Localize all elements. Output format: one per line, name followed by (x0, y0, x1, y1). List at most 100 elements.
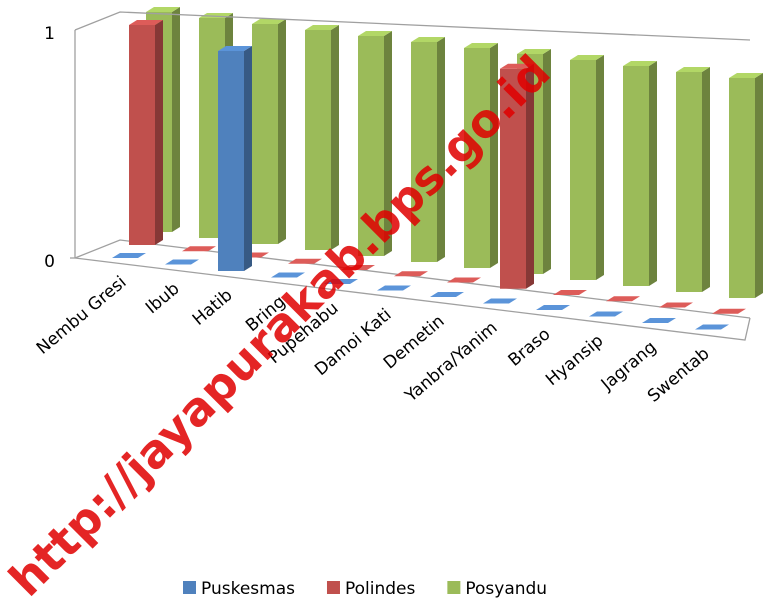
bar-front (358, 36, 384, 256)
bar-side (384, 31, 392, 256)
bar-top (695, 324, 729, 330)
legend-label: Posyandu (465, 579, 547, 599)
bar (500, 63, 534, 289)
bar (305, 25, 339, 250)
bar-front (464, 48, 490, 268)
bar-top (589, 311, 623, 317)
bar (252, 19, 286, 244)
bar (165, 259, 199, 265)
bar-top (483, 298, 517, 304)
bar (553, 290, 587, 295)
bar-top (536, 305, 570, 310)
bar-side (437, 37, 445, 262)
x-tick-label: Hatib (189, 285, 237, 329)
bar-top (129, 20, 163, 25)
bar-top (324, 279, 358, 284)
x-tick-label: Nembu Gresi (33, 272, 131, 358)
legend-label: Puskesmas (201, 579, 295, 599)
bar (712, 308, 746, 314)
bar (483, 298, 517, 304)
legend-swatch (447, 581, 461, 594)
bar-top (411, 37, 445, 42)
floor-back (74, 239, 751, 319)
bar (659, 302, 693, 308)
bar-top (500, 63, 534, 69)
bar-front (676, 72, 702, 292)
bar-top (341, 265, 375, 270)
bar (536, 305, 570, 310)
bar-side (490, 43, 498, 268)
bar (447, 277, 481, 283)
bar-side (543, 49, 551, 274)
bar (464, 43, 498, 268)
bar-top (377, 285, 411, 291)
bar (642, 318, 676, 323)
bar (623, 61, 657, 286)
bar-top (305, 25, 339, 30)
bar (288, 258, 322, 264)
bar-top (146, 7, 180, 12)
bar-side (155, 20, 163, 245)
bar-top (358, 31, 392, 36)
bar-top (447, 277, 481, 283)
bar-front (623, 66, 649, 286)
bar-side (596, 55, 604, 280)
bar-side (526, 63, 534, 289)
legend-swatch (326, 581, 340, 594)
bar (394, 271, 428, 277)
legend: Puskesmas Polindes Posyandu (183, 579, 547, 599)
bar-top (252, 19, 286, 24)
bar-top (553, 290, 587, 295)
grid-line (74, 11, 751, 41)
bar (430, 292, 464, 297)
bar-side (172, 7, 180, 232)
bar-front (411, 42, 437, 262)
bar-front (500, 68, 526, 289)
bar-top (288, 258, 322, 264)
bar (218, 46, 252, 271)
bar-top (642, 318, 676, 323)
bar-side (331, 25, 339, 250)
bar-front (570, 60, 596, 280)
plot (112, 7, 763, 330)
bar-top (271, 272, 305, 278)
bar (129, 20, 163, 245)
bar (377, 285, 411, 291)
bar (695, 324, 729, 330)
bar (182, 246, 216, 252)
bar (676, 67, 710, 292)
bar (112, 253, 146, 258)
bar-side (278, 19, 286, 244)
bar (341, 265, 375, 270)
bar-top (394, 271, 428, 277)
bar-front (218, 51, 244, 271)
bar-front (252, 24, 278, 244)
legend-swatch (183, 581, 196, 594)
bar (324, 279, 358, 284)
bar-top (570, 55, 604, 60)
bar-top (659, 302, 693, 308)
bar (589, 311, 623, 317)
floor-front (74, 257, 751, 341)
bar-top (729, 73, 763, 78)
bar-top (517, 49, 551, 54)
bar-front (729, 78, 755, 298)
bar-top (464, 43, 498, 48)
bar-side (755, 73, 763, 298)
x-tick-label: Ibub (142, 279, 183, 318)
bar-front (305, 30, 331, 250)
bar (570, 55, 604, 280)
bar (606, 296, 640, 302)
legend-label: Polindes (345, 579, 416, 599)
bar (271, 272, 305, 278)
bar-top (623, 61, 657, 66)
bar-front (129, 25, 155, 245)
bar-top (676, 67, 710, 72)
bar-top (218, 46, 252, 51)
bar (729, 73, 763, 298)
bar-top (606, 296, 640, 302)
x-tick-label: Braso (505, 324, 555, 370)
bar-top (430, 292, 464, 297)
bar (358, 31, 392, 256)
